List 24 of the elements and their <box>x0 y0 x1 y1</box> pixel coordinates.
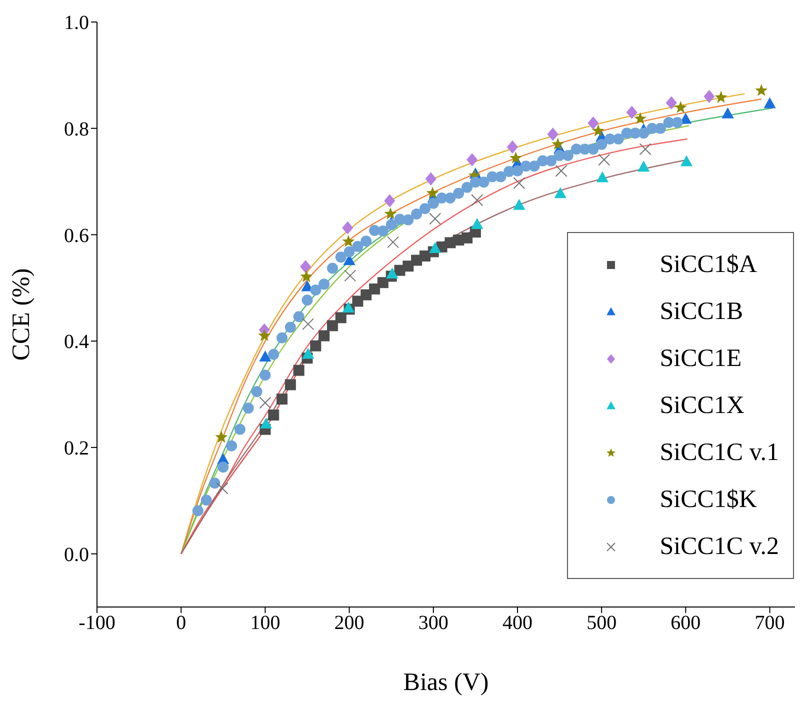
legend-label: SiCC1B <box>660 298 744 326</box>
x-tick-label: 500 <box>586 612 617 634</box>
x-tick-label: 200 <box>334 612 364 634</box>
y-tick-label: 0.4 <box>64 331 89 354</box>
x-tick-label: 700 <box>754 612 785 634</box>
legend-label: SiCC1C v.2 <box>660 532 779 560</box>
x-tick-label: 400 <box>502 612 532 634</box>
legend-label: SiCC1$A <box>660 250 757 278</box>
legend-label: SiCC1X <box>660 392 744 420</box>
legend-label: SiCC1$K <box>660 486 757 514</box>
y-axis-title: CCE (%) <box>8 268 35 361</box>
legend-label: SiCC1E <box>660 344 742 372</box>
x-tick-label: 600 <box>670 612 701 634</box>
x-tick-label: 100 <box>250 612 280 634</box>
y-tick-label: 1.0 <box>64 12 89 34</box>
x-axis-title: Bias (V) <box>403 669 489 696</box>
x-tick-label: -100 <box>78 612 116 634</box>
y-tick-label: 0.0 <box>64 544 89 566</box>
x-tick-label: 0 <box>176 612 186 634</box>
y-tick-label: 0.6 <box>64 224 89 247</box>
x-tick-label: 300 <box>418 612 448 634</box>
y-tick-label: 0.8 <box>64 118 89 140</box>
legend-label: SiCC1C v.1 <box>660 438 779 466</box>
y-tick-label: 0.2 <box>64 438 89 460</box>
